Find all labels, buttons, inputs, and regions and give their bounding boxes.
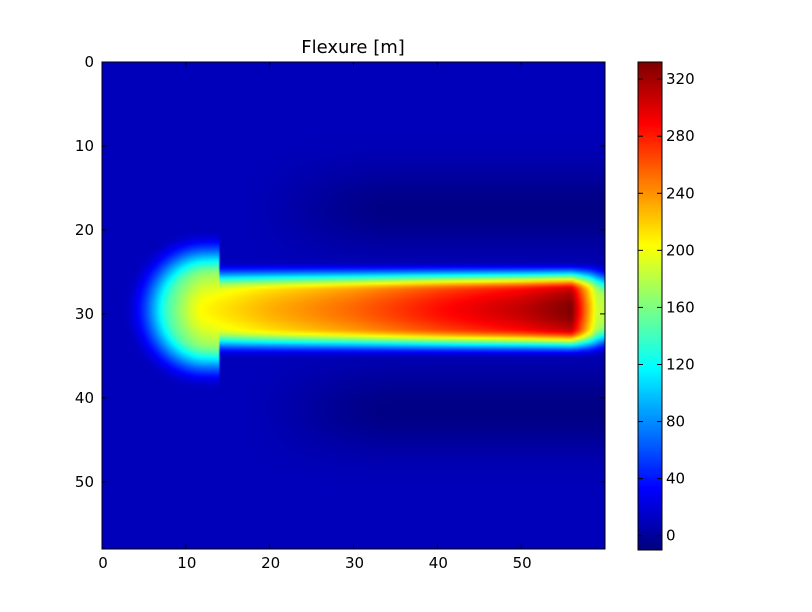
x-axis: 0 10 20 30 40 50	[98, 62, 532, 572]
x-tick-label: 20	[261, 554, 280, 572]
colorbar-gradient	[638, 62, 662, 550]
colorbar-frame	[637, 61, 663, 551]
heatmap-image	[102, 62, 605, 549]
colorbar-tick-label: 280	[666, 127, 695, 145]
y-tick-label: 30	[75, 305, 94, 323]
colorbar-tick-label: 320	[666, 70, 695, 88]
y-tick-label: 20	[75, 221, 94, 239]
y-tick-label: 40	[75, 389, 94, 407]
colorbar-tick-label: 240	[666, 184, 695, 202]
x-tick-label: 50	[513, 554, 532, 572]
y-tick-label: 50	[75, 473, 94, 491]
x-tick-label: 30	[345, 554, 364, 572]
x-tick-label: 40	[429, 554, 448, 572]
colorbar: 0 40 80 120 160 200 240 280 320	[637, 61, 695, 551]
colorbar-tick-label: 40	[666, 470, 685, 488]
colorbar-ticks: 0 40 80 120 160 200 240 280 320	[638, 70, 695, 545]
x-tick-label: 0	[98, 554, 108, 572]
plot-area: 0 10 20 30 40 50 0 10 20 30 40 50	[75, 53, 606, 572]
chart-title: Flexure [m]	[301, 37, 405, 58]
colorbar-tick-label: 0	[666, 527, 676, 545]
colorbar-tick-label: 120	[666, 356, 695, 374]
y-axis: 0 10 20 30 40 50	[75, 53, 605, 491]
colorbar-tick-label: 200	[666, 241, 695, 259]
colorbar-tick-label: 80	[666, 413, 685, 431]
colorbar-tick-label: 160	[666, 298, 695, 316]
y-tick-label: 10	[75, 137, 94, 155]
y-tick-label: 0	[84, 53, 94, 71]
x-tick-label: 10	[177, 554, 196, 572]
